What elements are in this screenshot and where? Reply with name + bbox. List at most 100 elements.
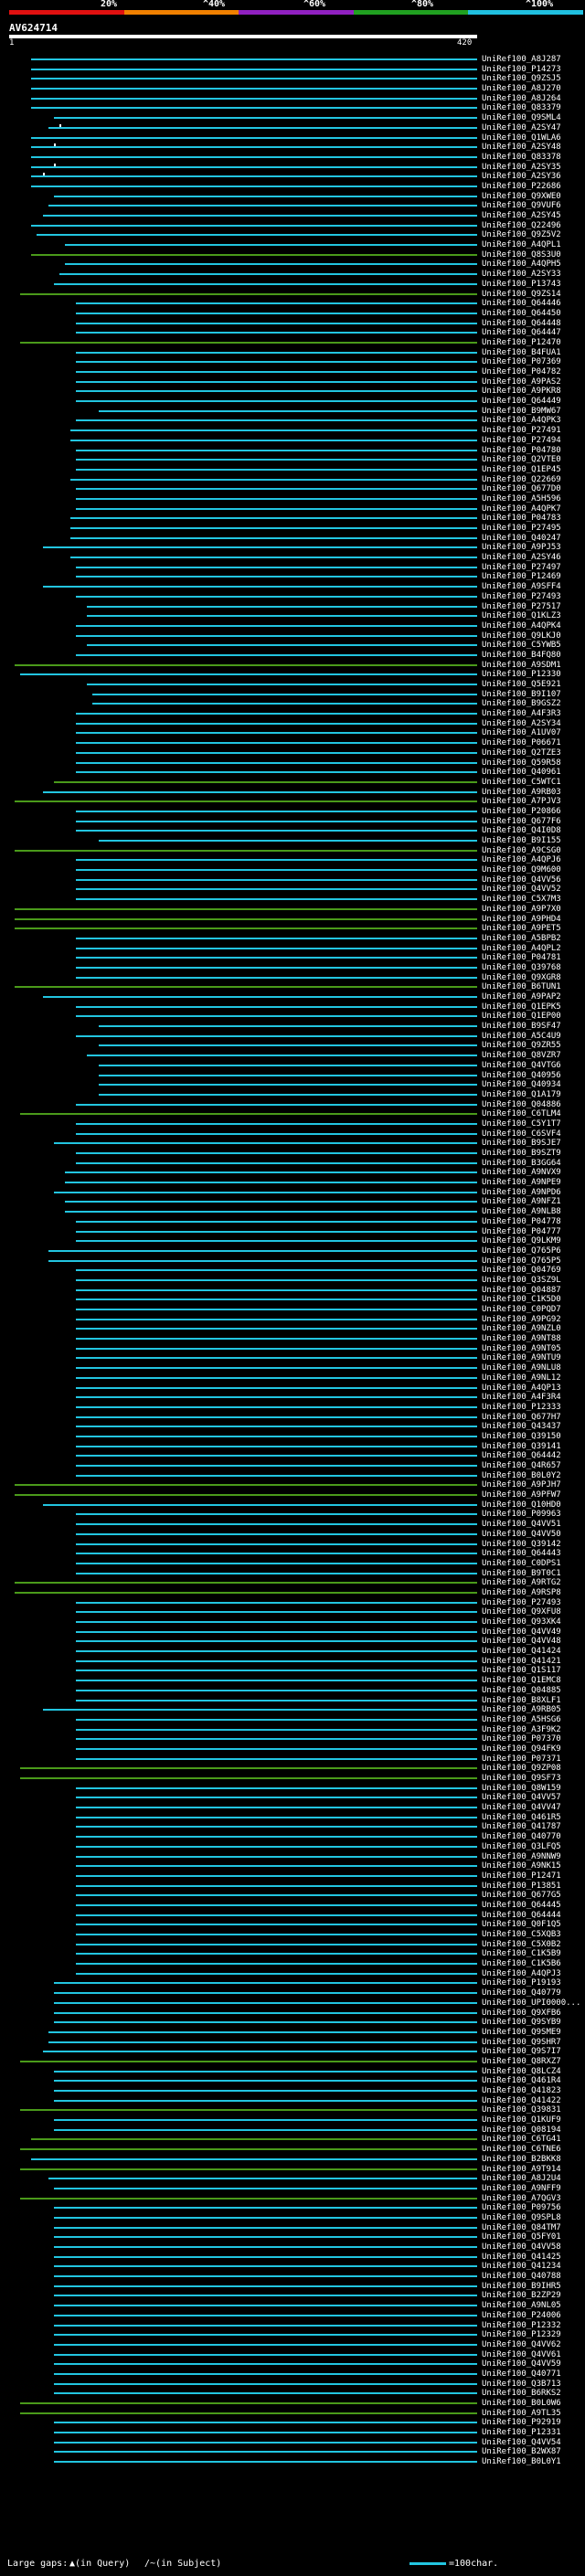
- hit-name-link[interactable]: UniRef100_P12471: [482, 1871, 561, 1881]
- hit-name-link[interactable]: UniRef100_A9NLU8: [482, 1363, 561, 1373]
- hit-name-link[interactable]: UniRef100_A9RSP8: [482, 1587, 561, 1597]
- hit-name-link[interactable]: UniRef100_Q4VV58: [482, 2242, 561, 2252]
- alignment-line[interactable]: [76, 947, 477, 949]
- alignment-line[interactable]: [53, 2343, 477, 2346]
- alignment-line[interactable]: [76, 937, 477, 939]
- alignment-line[interactable]: [76, 1122, 477, 1125]
- alignment-line[interactable]: [20, 2197, 477, 2200]
- hit-name-link[interactable]: UniRef100_A1UV07: [482, 728, 561, 738]
- hit-name-link[interactable]: UniRef100_A9SDM1: [482, 660, 561, 670]
- alignment-line[interactable]: [31, 146, 477, 149]
- alignment-line[interactable]: [76, 1855, 477, 1858]
- hit-name-link[interactable]: UniRef100_A4QPK4: [482, 620, 561, 631]
- hit-name-link[interactable]: UniRef100_Q41823: [482, 2086, 561, 2095]
- alignment-line[interactable]: [76, 1836, 477, 1839]
- alignment-line[interactable]: [76, 361, 477, 364]
- alignment-line[interactable]: [53, 2187, 477, 2189]
- hit-name-link[interactable]: UniRef100_A9NZL0: [482, 1324, 561, 1334]
- hit-name-link[interactable]: UniRef100_Q4VTG6: [482, 1060, 561, 1070]
- alignment-line[interactable]: [76, 742, 477, 745]
- hit-name-link[interactable]: UniRef100_A4QPL1: [482, 240, 561, 250]
- hit-name-link[interactable]: UniRef100_Q4VV57: [482, 1793, 561, 1803]
- hit-name-link[interactable]: UniRef100_B6RKS2: [482, 2389, 561, 2399]
- hit-name-link[interactable]: UniRef100_A9PHD4: [482, 914, 561, 924]
- hit-name-link[interactable]: UniRef100_P14273: [482, 64, 561, 74]
- alignment-line[interactable]: [53, 2001, 477, 2004]
- hit-name-link[interactable]: UniRef100_A9PAS2: [482, 376, 561, 387]
- alignment-line[interactable]: [15, 986, 477, 989]
- alignment-line[interactable]: [76, 771, 477, 774]
- hit-name-link[interactable]: UniRef100_P07369: [482, 357, 561, 367]
- hit-name-link[interactable]: UniRef100_Q9Z5V2: [482, 230, 561, 240]
- hit-name-link[interactable]: UniRef100_Q64443: [482, 1549, 561, 1559]
- hit-name-link[interactable]: UniRef100_Q2VTE0: [482, 455, 561, 465]
- alignment-line[interactable]: [64, 1201, 477, 1203]
- hit-name-link[interactable]: UniRef100_Q9ZR55: [482, 1041, 561, 1051]
- alignment-line[interactable]: [76, 1386, 477, 1389]
- alignment-line[interactable]: [76, 1913, 477, 1916]
- hit-name-link[interactable]: UniRef100_P24006: [482, 2310, 561, 2320]
- hit-name-link[interactable]: UniRef100_Q9M600: [482, 865, 561, 875]
- alignment-line[interactable]: [76, 1718, 477, 1721]
- hit-name-link[interactable]: UniRef100_A9NT05: [482, 1343, 561, 1353]
- alignment-line[interactable]: [15, 1591, 477, 1594]
- hit-name-link[interactable]: UniRef100_C6SVF4: [482, 1129, 561, 1139]
- alignment-line[interactable]: [76, 966, 477, 969]
- alignment-line[interactable]: [76, 351, 477, 354]
- alignment-line[interactable]: [76, 312, 477, 314]
- alignment-line[interactable]: [76, 1699, 477, 1701]
- alignment-line[interactable]: [76, 390, 477, 393]
- hit-name-link[interactable]: UniRef100_Q4VV49: [482, 1627, 561, 1637]
- alignment-line[interactable]: [15, 663, 477, 666]
- alignment-line[interactable]: [53, 2207, 477, 2210]
- alignment-line[interactable]: [76, 332, 477, 334]
- hit-name-link[interactable]: UniRef100_Q4VV51: [482, 1520, 561, 1530]
- alignment-line[interactable]: [53, 2324, 477, 2327]
- alignment-line[interactable]: [76, 419, 477, 422]
- alignment-line[interactable]: [48, 2041, 477, 2043]
- alignment-line[interactable]: [76, 1572, 477, 1574]
- alignment-line[interactable]: [42, 1503, 477, 1506]
- alignment-line[interactable]: [53, 2080, 477, 2083]
- hit-name-link[interactable]: UniRef100_P27497: [482, 562, 561, 572]
- alignment-line[interactable]: [37, 234, 477, 237]
- hit-name-link[interactable]: UniRef100_A2SY48: [482, 143, 561, 153]
- alignment-line[interactable]: [98, 1044, 477, 1047]
- alignment-line[interactable]: [76, 1963, 477, 1966]
- alignment-line[interactable]: [76, 1299, 477, 1301]
- hit-name-link[interactable]: UniRef100_B0L0Y1: [482, 2457, 561, 2467]
- hit-name-link[interactable]: UniRef100_Q43437: [482, 1422, 561, 1432]
- alignment-line[interactable]: [76, 1161, 477, 1164]
- alignment-line[interactable]: [53, 2246, 477, 2248]
- hit-name-link[interactable]: UniRef100_Q41787: [482, 1822, 561, 1832]
- hit-name-link[interactable]: UniRef100_A2SY46: [482, 553, 561, 563]
- hit-name-link[interactable]: UniRef100_A9PAP2: [482, 992, 561, 1002]
- hit-name-link[interactable]: UniRef100_Q59R58: [482, 758, 561, 768]
- alignment-line[interactable]: [76, 732, 477, 735]
- alignment-line[interactable]: [53, 2255, 477, 2258]
- alignment-line[interactable]: [53, 2441, 477, 2443]
- alignment-line[interactable]: [53, 117, 477, 120]
- alignment-line[interactable]: [87, 684, 477, 685]
- hit-name-link[interactable]: UniRef100_Q40934: [482, 1080, 561, 1090]
- alignment-line[interactable]: [76, 1132, 477, 1135]
- hit-name-link[interactable]: UniRef100_B9IHR5: [482, 2281, 561, 2291]
- alignment-line[interactable]: [76, 1005, 477, 1008]
- hit-name-link[interactable]: UniRef100_Q64450: [482, 308, 561, 318]
- alignment-line[interactable]: [76, 1865, 477, 1868]
- alignment-line[interactable]: [31, 97, 477, 100]
- hit-name-link[interactable]: UniRef100_C0DPS1: [482, 1558, 561, 1568]
- hit-name-link[interactable]: UniRef100_Q39831: [482, 2105, 561, 2115]
- hit-name-link[interactable]: UniRef100_Q64448: [482, 318, 561, 328]
- hit-name-link[interactable]: UniRef100_A4QPK3: [482, 416, 561, 426]
- hit-name-link[interactable]: UniRef100_A8J287: [482, 55, 561, 64]
- hit-name-link[interactable]: UniRef100_Q40770: [482, 1832, 561, 1842]
- alignment-line[interactable]: [70, 527, 477, 529]
- alignment-line[interactable]: [76, 624, 477, 627]
- hit-name-link[interactable]: UniRef100_A2SY34: [482, 718, 561, 728]
- hit-name-link[interactable]: UniRef100_Q04887: [482, 1285, 561, 1295]
- alignment-line[interactable]: [20, 341, 477, 344]
- alignment-line[interactable]: [53, 1982, 477, 1985]
- alignment-line[interactable]: [15, 1484, 477, 1487]
- hit-name-link[interactable]: UniRef100_Q9SYB9: [482, 2018, 561, 2028]
